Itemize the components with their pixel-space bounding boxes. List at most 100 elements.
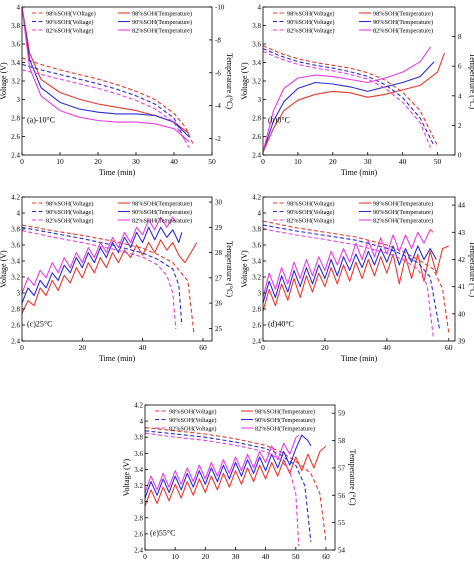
- legend-label: 98%SOH(Temperature): [373, 11, 433, 18]
- y-tick-label: 3.6: [11, 41, 20, 49]
- legend-label: 90%SOH(Voltage): [169, 417, 216, 424]
- legend: 98%SOH(Voltage) 98%SOH(Temperature)90%SOH…: [273, 201, 433, 225]
- series-line: [262, 229, 434, 298]
- x-tick-label: 0: [143, 552, 147, 561]
- y-tick-label: 4: [17, 4, 21, 12]
- y-axis-label: Voltage (V): [240, 250, 249, 288]
- y2-axis-label: Temperature (°C): [468, 241, 474, 298]
- series-line: [21, 6, 190, 143]
- series-line: [144, 434, 312, 499]
- y2-tick-label: 2: [458, 122, 462, 130]
- series-line: [262, 245, 450, 312]
- chart-panel: 0 10 20 30 40 50 60 2.4 2.6 2.8 3 3.2 3.4 3.6 3.8 4 4.2 5…: [122, 402, 357, 564]
- y2-tick-label: -4: [215, 102, 221, 110]
- y-tick-label: 3: [17, 290, 21, 298]
- y-tick-label: 3.2: [11, 78, 20, 86]
- legend-label: 90%SOH(Temperature): [132, 19, 192, 26]
- y-tick-label: 2.8: [252, 115, 261, 123]
- y-tick-label: 3: [258, 290, 262, 298]
- y2-tick-label: 8: [458, 33, 462, 41]
- y2-tick-label: 43: [458, 229, 466, 237]
- x-tick-label: 50: [208, 157, 216, 166]
- legend-label: 82%SOH(Voltage): [169, 426, 216, 433]
- legend: 98%SOH(VOltage) 98%SOH(Temperature)90%SOH…: [32, 11, 192, 35]
- legend-label: 90%SOH(Voltage): [287, 209, 334, 216]
- y2-tick-label: -10: [215, 4, 225, 12]
- x-tick-label: 20: [329, 157, 337, 166]
- y-tick-label: 3.6: [252, 41, 261, 49]
- legend-label: 90%SOH(Voltage): [287, 19, 334, 26]
- y-tick-label: 3.4: [11, 59, 20, 67]
- x-tick-label: 50: [434, 157, 442, 166]
- y2-tick-label: 27: [215, 274, 223, 282]
- legend-label: 90%SOH(Voltage): [46, 19, 93, 26]
- legend-label: 82%SOH(Voltage): [287, 218, 334, 225]
- legend-label: 98%SOH(Voltage): [287, 201, 334, 208]
- y-tick-label: 2.4: [11, 338, 20, 346]
- y-tick-label: 2.4: [11, 152, 20, 160]
- x-tick-label: 0: [20, 343, 24, 352]
- y2-tick-label: 41: [458, 283, 466, 291]
- x-tick-label: 0: [261, 343, 265, 352]
- y-axis-label: Voltage (V): [0, 250, 8, 288]
- y-tick-label: 3.2: [134, 482, 143, 490]
- y2-tick-label: 56: [338, 492, 346, 500]
- series-line: [262, 61, 435, 153]
- y2-tick-label: -8: [215, 36, 221, 44]
- y2-tick-label: 26: [215, 300, 223, 308]
- y2-tick-label: 54: [338, 547, 346, 555]
- series-line: [144, 432, 300, 547]
- legend: 98%SOH(Voltage) 98%SOH(Temperature)90%SOH…: [273, 11, 433, 35]
- series-line: [144, 434, 300, 493]
- y-tick-label: 3: [17, 96, 21, 104]
- x-tick-label: 60: [199, 343, 207, 352]
- series-line: [21, 239, 198, 314]
- y-tick-label: 3.6: [134, 450, 143, 458]
- x-tick-label: 50: [292, 552, 300, 561]
- series-line: [262, 245, 437, 304]
- legend-label: 82%SOH(Temperature): [373, 28, 433, 35]
- x-tick-label: 10: [294, 157, 302, 166]
- panel-label: (d)40°C: [268, 320, 294, 329]
- legend-label: 82%SOH(Temperature): [132, 28, 192, 35]
- y-tick-label: 2.8: [134, 514, 143, 522]
- y2-tick-label: 57: [338, 464, 346, 472]
- panel-label: (a)-10°C: [27, 115, 55, 124]
- y-tick-label: 4: [258, 4, 262, 12]
- legend-label: 90%SOH(Temperature): [132, 209, 192, 216]
- y2-axis-label: Temperature (°C): [468, 53, 474, 110]
- y-tick-label: 4: [17, 210, 21, 218]
- x-tick-label: 60: [322, 552, 330, 561]
- legend-label: 82%SOH(Temperature): [255, 426, 315, 433]
- y-tick-label: 3.2: [11, 274, 20, 282]
- y-tick-label: 3.6: [11, 242, 20, 250]
- y-tick-label: 2.4: [252, 152, 261, 160]
- y2-tick-label: 40: [458, 310, 466, 318]
- x-tick-label: 0: [20, 157, 24, 166]
- x-tick-label: 20: [94, 157, 102, 166]
- y-tick-label: 2.8: [252, 306, 261, 314]
- y-tick-label: 3.8: [252, 226, 261, 234]
- y-tick-label: 3.8: [11, 226, 20, 234]
- y-axis-label: Voltage (V): [0, 62, 8, 100]
- y-tick-label: 3.6: [252, 242, 261, 250]
- series-line: [262, 50, 432, 148]
- x-tick-label: 40: [170, 157, 178, 166]
- series-line: [262, 220, 450, 334]
- panel-label: (c)25°C: [27, 320, 52, 329]
- x-tick-label: 40: [262, 552, 270, 561]
- y-tick-label: 2.8: [11, 306, 20, 314]
- y2-tick-label: 58: [338, 437, 346, 445]
- plot-frame: [21, 196, 213, 342]
- y-tick-label: 2.6: [252, 133, 261, 141]
- y-tick-label: 2.6: [134, 530, 143, 538]
- x-tick-label: 40: [383, 343, 391, 352]
- legend-label: 98%SOH(Temperature): [255, 409, 315, 416]
- y2-tick-label: 29: [215, 224, 223, 232]
- chart-panel: 0 20 40 60 2.4 2.6 2.8 3 3.2 3.4 3.6 3.8 4 4.2 39 40 41 4…: [240, 194, 474, 364]
- legend: 98%SOH(Voltage) 98%SOH(Temperature)90%SOH…: [32, 201, 192, 225]
- y2-tick-label: 44: [458, 202, 466, 210]
- y2-tick-label: 59: [338, 410, 346, 418]
- x-tick-label: 20: [321, 343, 329, 352]
- x-tick-label: 10: [56, 157, 64, 166]
